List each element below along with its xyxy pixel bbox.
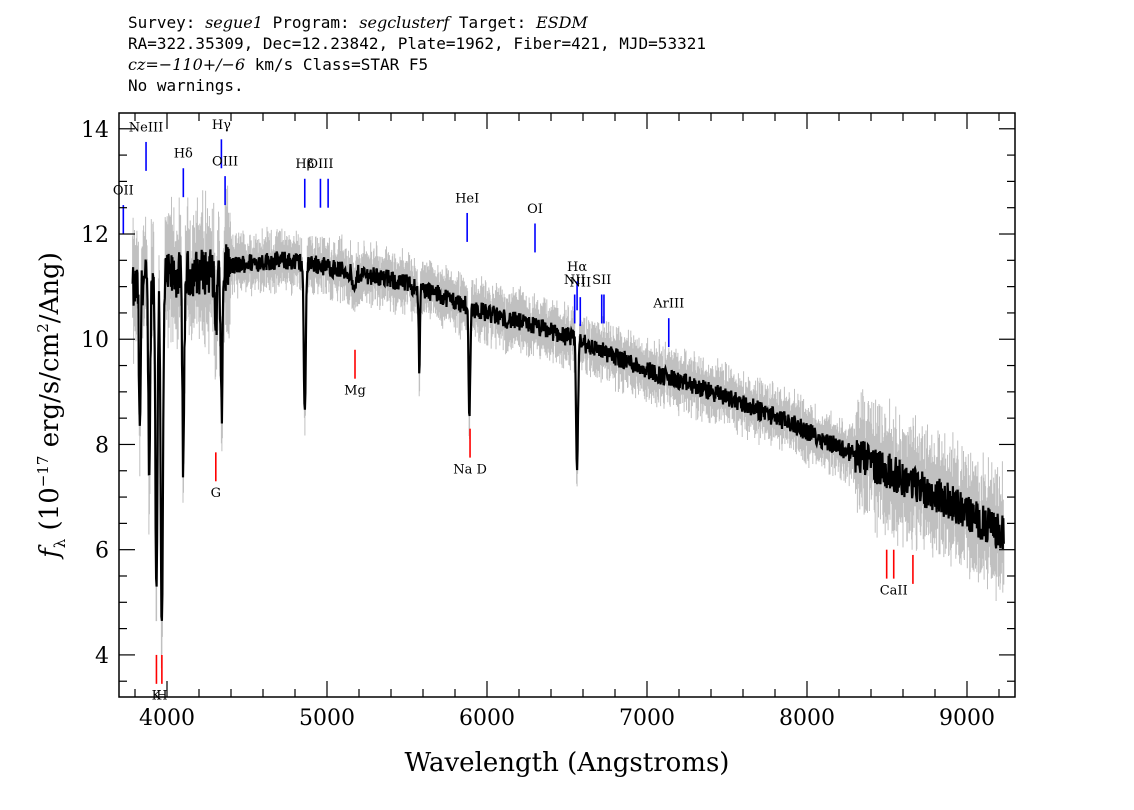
- program-label: Program:: [262, 13, 360, 32]
- x-tick-label: 5000: [299, 706, 355, 731]
- header-line-2: RA=322.35309, Dec=12.23842, Plate=1962, …: [128, 34, 706, 53]
- emission-line-label-3: Hγ: [212, 118, 231, 133]
- header-line-3: cz=−110+/−6 km/s Class=STAR F5: [128, 54, 706, 75]
- redshift-value: cz=−110+/−6: [128, 55, 246, 74]
- survey-value: segue1: [205, 13, 263, 32]
- y-tick-label: 4: [95, 644, 109, 669]
- header-line-4: No warnings.: [128, 76, 244, 95]
- absorption-line-label-4: Na D: [453, 462, 487, 477]
- emission-line-label-12: NII: [569, 276, 591, 291]
- y-tick-label: 10: [81, 328, 109, 353]
- axis-ticks: 4000 5000 6000 7000 8000 9000 4 6 8 10 12 14: [81, 113, 1015, 731]
- y-axis-title: fλ (10−17 erg/s/cm2/Ang): [34, 252, 69, 560]
- spectrum-header: Survey: segue1 Program: segclusterf Targ…: [128, 12, 706, 96]
- emission-line-label-0: OII: [113, 184, 134, 199]
- target-label: Target:: [449, 13, 536, 32]
- x-axis-title: Wavelength (Angstroms): [405, 748, 730, 778]
- absorption-line-label-1: H: [156, 689, 167, 704]
- flux-line: [131, 244, 1005, 622]
- x-tick-label: 7000: [619, 706, 675, 731]
- y-tick-label: 6: [95, 539, 109, 564]
- absorption-line-label-3: Mg: [344, 383, 366, 398]
- target-value: ESDM: [535, 13, 588, 32]
- x-tick-label: 6000: [459, 706, 515, 731]
- emission-line-label-13: SII: [592, 273, 611, 288]
- header-line-1: Survey: segue1 Program: segclusterf Targ…: [128, 12, 706, 33]
- y-tick-label: 14: [81, 118, 109, 143]
- y-tick-label: 8: [95, 433, 109, 458]
- emission-line-label-15: ArIII: [652, 297, 684, 312]
- class-value: km/s Class=STAR F5: [245, 55, 429, 74]
- survey-label: Survey:: [128, 13, 206, 32]
- emission-line-label-11: Hα: [567, 260, 587, 275]
- absorption-line-label-0: K: [152, 689, 162, 704]
- emission-line-label-6: OIII: [307, 157, 333, 172]
- emission-line-label-2: Hδ: [174, 147, 193, 162]
- plot-frame: [118, 112, 1016, 698]
- plot-area: [131, 185, 1005, 669]
- emission-line-label-5: Hβ: [295, 157, 314, 172]
- absorption-line-label-6: CaII: [880, 583, 908, 598]
- x-tick-label: 4000: [139, 706, 195, 731]
- emission-line-label-10: NII: [564, 273, 586, 288]
- y-tick-label: 12: [81, 223, 109, 248]
- emission-line-label-1: NeIII: [129, 120, 163, 135]
- absorption-line-label-2: G: [211, 486, 221, 501]
- program-value: segclusterf: [359, 13, 450, 32]
- emission-line-label-9: OI: [527, 202, 543, 217]
- x-tick-label: 9000: [939, 706, 995, 731]
- x-tick-label: 8000: [779, 706, 835, 731]
- emission-line-label-8: HeI: [455, 191, 479, 206]
- emission-line-label-4: OIII: [212, 155, 238, 170]
